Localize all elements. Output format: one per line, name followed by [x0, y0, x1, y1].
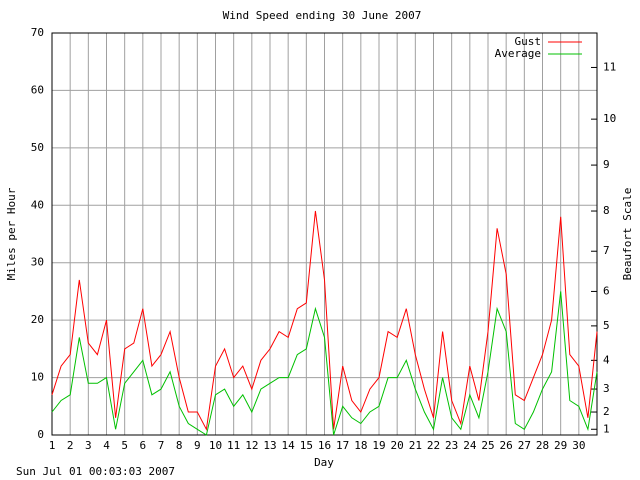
x-tick-label: 1	[49, 439, 56, 452]
x-tick-label: 29	[554, 439, 567, 452]
footer: Sun Jul 01 00:03:03 2007	[16, 465, 175, 478]
chart-title: Wind Speed ending 30 June 2007	[223, 9, 422, 22]
x-tick-label: 10	[209, 439, 222, 452]
y2-tick-label: 2	[603, 405, 610, 418]
y2-tick-label: 1	[603, 422, 610, 435]
x-tick-label: 22	[427, 439, 440, 452]
x-tick-label: 13	[263, 439, 276, 452]
y2-tick-label: 7	[603, 244, 610, 257]
x-tick-label: 24	[463, 439, 477, 452]
x-tick-label: 17	[336, 439, 349, 452]
x-tick-label: 23	[445, 439, 458, 452]
y2-tick-label: 6	[603, 284, 610, 297]
y2-axis-label: Beaufort Scale	[621, 188, 634, 281]
y-tick-label: 70	[31, 26, 44, 39]
y2-tick-label: 3	[603, 382, 610, 395]
x-tick-label: 2	[67, 439, 74, 452]
x-tick-label: 15	[300, 439, 313, 452]
y-tick-label: 60	[31, 83, 44, 96]
y2-tick-label: 9	[603, 158, 610, 171]
x-tick-label: 12	[245, 439, 258, 452]
x-tick-label: 5	[121, 439, 128, 452]
legend-label: Average	[495, 47, 541, 60]
series-line	[51, 291, 598, 436]
x-tick-label: 27	[518, 439, 531, 452]
x-tick-label: 4	[103, 439, 110, 452]
x-tick-label: 16	[318, 439, 331, 452]
y2-tick-label: 4	[603, 353, 610, 366]
series-line	[51, 210, 598, 431]
y-tick-label: 20	[31, 313, 44, 326]
x-tick-label: 25	[481, 439, 494, 452]
x-tick-label: 11	[227, 439, 240, 452]
x-tick-label: 28	[536, 439, 549, 452]
legend-label: Gust	[515, 35, 542, 48]
y-axis-label: Miles per Hour	[5, 187, 18, 280]
y2-tick-label: 8	[603, 204, 610, 217]
y-tick-label: 40	[31, 198, 44, 211]
x-tick-label: 18	[354, 439, 367, 452]
y-tick-label: 50	[31, 141, 44, 154]
x-tick-label: 26	[500, 439, 513, 452]
y-tick-label: 0	[37, 428, 44, 441]
x-tick-label: 20	[391, 439, 404, 452]
y2-tick-label: 10	[603, 112, 616, 125]
x-tick-label: 8	[176, 439, 183, 452]
x-tick-label: 19	[372, 439, 385, 452]
x-tick-label: 6	[140, 439, 147, 452]
x-tick-label: 7	[158, 439, 165, 452]
y2-tick-label: 5	[603, 319, 610, 332]
x-axis-label: Day	[314, 456, 334, 469]
x-tick-label: 9	[194, 439, 201, 452]
y-tick-label: 30	[31, 256, 44, 269]
x-tick-label: 3	[85, 439, 92, 452]
y-tick-label: 10	[31, 371, 44, 384]
y2-tick-label: 11	[603, 60, 616, 73]
x-tick-label: 14	[282, 439, 296, 452]
plot-frame	[51, 32, 598, 436]
x-tick-label: 30	[572, 439, 585, 452]
x-tick-label: 21	[409, 439, 422, 452]
